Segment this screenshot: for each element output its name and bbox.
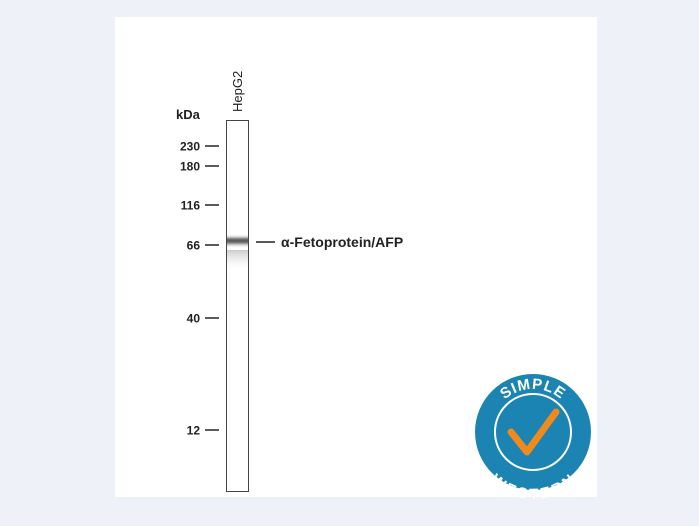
unit-label: kDa [176, 107, 201, 122]
marker-label: 230 [180, 140, 200, 154]
marker-label: 66 [187, 239, 201, 253]
band-label: α-Fetoprotein/AFP [281, 234, 403, 250]
marker-label: 180 [180, 160, 200, 174]
marker-label: 12 [187, 424, 201, 438]
page: HepG2 kDa 230 180 116 66 40 12 α-Fetoprotein/… [0, 0, 699, 526]
figure: HepG2 kDa 230 180 116 66 40 12 α-Fetoprotein/… [0, 0, 699, 526]
band-smear [227, 250, 248, 272]
band [227, 234, 248, 248]
marker-label: 116 [181, 199, 201, 213]
lane-label: HepG2 [230, 71, 245, 112]
lane [227, 121, 249, 492]
marker-label: 40 [187, 312, 201, 326]
